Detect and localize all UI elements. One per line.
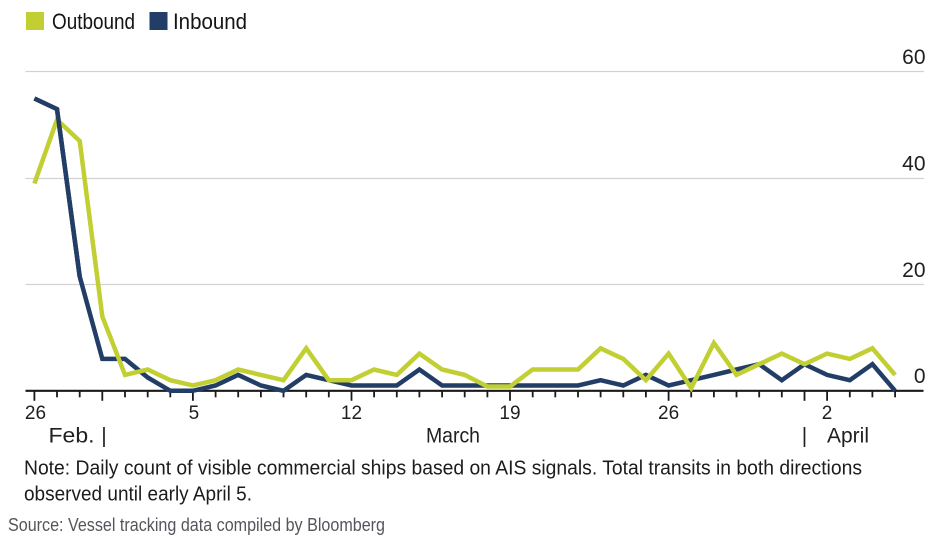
svg-text:26: 26 [25, 403, 46, 424]
svg-text:March: March [426, 425, 480, 448]
svg-text:19: 19 [499, 403, 520, 424]
svg-text:April: April [827, 425, 869, 448]
svg-text:2: 2 [822, 403, 833, 424]
svg-text:observed until early April 5.: observed until early April 5. [24, 483, 252, 505]
svg-text:Note: Daily count of visible c: Note: Daily count of visible commercial … [24, 457, 862, 479]
svg-text:|: | [802, 425, 807, 448]
svg-text:26: 26 [658, 403, 679, 424]
svg-text:40: 40 [902, 153, 925, 176]
svg-text:12: 12 [341, 403, 362, 424]
svg-text:|: | [101, 425, 106, 448]
svg-text:5: 5 [189, 403, 200, 424]
svg-text:60: 60 [902, 46, 925, 69]
svg-text:Inbound: Inbound [173, 9, 247, 34]
svg-text:Feb.: Feb. [49, 425, 95, 448]
svg-text:Source: Vessel tracking data c: Source: Vessel tracking data compiled by… [8, 515, 385, 535]
svg-text:0: 0 [914, 365, 926, 388]
svg-text:20: 20 [902, 259, 925, 282]
svg-text:Outbound: Outbound [52, 9, 135, 34]
